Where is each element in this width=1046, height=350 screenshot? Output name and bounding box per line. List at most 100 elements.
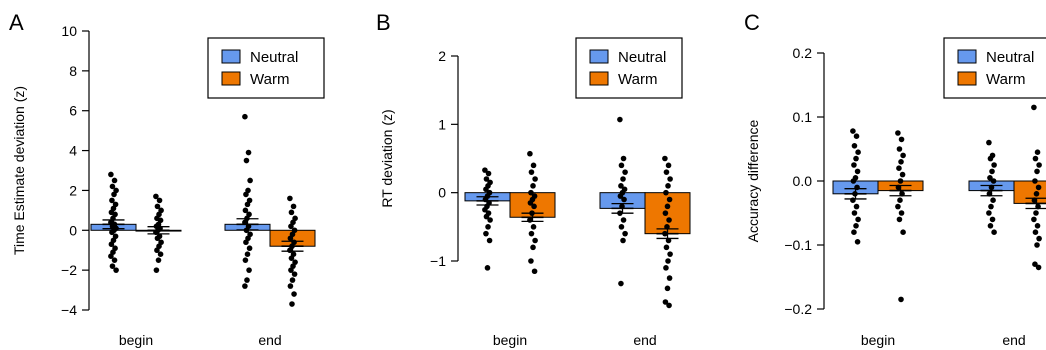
y-tick-label: 0.2	[793, 45, 813, 61]
data-point	[108, 241, 115, 248]
category-label: end	[633, 332, 656, 348]
data-point	[663, 244, 670, 251]
data-point	[482, 167, 488, 173]
data-point	[108, 253, 114, 259]
data-point	[527, 150, 533, 157]
data-point	[897, 178, 904, 184]
data-point	[289, 277, 296, 283]
data-point	[246, 267, 252, 273]
legend-box	[943, 37, 1046, 99]
data-point	[991, 229, 997, 235]
data-point	[287, 235, 294, 242]
data-point	[666, 302, 672, 309]
data-point	[153, 193, 159, 200]
panel-c: C −0.2 −0.1 0.0 0.1 0.2 Accuracy difference be…	[744, 10, 1046, 348]
data-point	[244, 201, 251, 208]
data-point	[486, 237, 493, 244]
data-point	[1032, 155, 1039, 162]
data-point	[850, 178, 857, 184]
data-point	[853, 203, 860, 210]
data-point	[530, 183, 536, 189]
data-point	[851, 162, 857, 168]
data-point	[530, 162, 537, 169]
data-point	[530, 224, 537, 230]
data-point	[987, 155, 994, 162]
data-point	[898, 159, 904, 165]
data-point	[485, 224, 491, 230]
data-point	[245, 149, 252, 156]
data-point	[622, 169, 628, 175]
data-point	[109, 183, 116, 190]
data-point	[618, 162, 625, 169]
y-tick-label: 0.1	[793, 109, 813, 125]
category-label: begin	[861, 332, 895, 348]
data-point	[532, 176, 538, 182]
legend-label-warm: Warm	[250, 71, 289, 88]
data-point	[484, 265, 491, 271]
data-point	[290, 203, 297, 210]
data-point	[664, 285, 671, 292]
data-point	[853, 133, 860, 139]
data-point	[530, 244, 536, 251]
legend-box	[207, 37, 325, 99]
data-point	[665, 183, 671, 189]
data-point	[898, 136, 905, 143]
data-point	[853, 223, 859, 229]
data-point	[483, 230, 489, 237]
data-point	[1032, 261, 1038, 268]
legend-swatch-neutral	[221, 49, 241, 64]
data-point	[663, 169, 670, 175]
data-point	[665, 237, 672, 244]
data-point	[289, 301, 295, 307]
y-tick-label: 4	[69, 143, 77, 159]
y-tick-label: 2	[69, 182, 77, 198]
y-tick-label: 0.0	[793, 173, 813, 189]
data-point	[485, 170, 492, 177]
y-tick-label: −2	[61, 262, 77, 278]
data-point	[620, 155, 627, 162]
y-tick-label: 8	[69, 63, 77, 79]
data-point	[987, 175, 993, 181]
category-label: end	[258, 332, 281, 348]
data-point	[662, 299, 669, 305]
legend-swatch-warm	[221, 71, 241, 86]
data-point	[666, 275, 673, 281]
data-point	[986, 210, 992, 216]
y-axis-label: RT deviation (z)	[379, 109, 395, 207]
data-point	[528, 169, 535, 175]
data-point	[1036, 162, 1042, 168]
data-point	[527, 200, 534, 206]
data-point	[1034, 242, 1040, 248]
data-point	[483, 213, 490, 220]
data-point	[154, 203, 161, 210]
data-point	[109, 263, 116, 269]
bar-warm-end	[1013, 180, 1046, 204]
data-point	[1031, 104, 1037, 111]
data-point	[663, 265, 669, 271]
data-point	[528, 189, 534, 196]
data-point	[1033, 191, 1040, 197]
data-point	[988, 203, 994, 210]
legend-label-warm: Warm	[618, 71, 657, 88]
panel-a: A −4 −2 0 2 4 6 8 10 Time Estimate deviation (z)…	[9, 10, 325, 348]
data-point	[855, 216, 861, 223]
category-label: begin	[119, 332, 153, 348]
data-point	[288, 223, 294, 230]
data-point	[242, 257, 249, 263]
data-point	[898, 296, 904, 303]
data-point	[851, 229, 857, 235]
data-point	[487, 217, 493, 223]
data-point	[154, 235, 161, 242]
data-point	[896, 216, 903, 223]
legend-label-neutral: Neutral	[250, 49, 298, 66]
data-point	[621, 196, 627, 203]
data-point	[618, 280, 624, 287]
panel-label-c: C	[744, 10, 760, 35]
data-point	[157, 251, 164, 257]
data-point	[288, 267, 294, 273]
data-point	[1032, 178, 1038, 184]
y-tick-label: 0	[438, 185, 446, 201]
category-label: begin	[493, 332, 527, 348]
data-point	[482, 206, 488, 213]
